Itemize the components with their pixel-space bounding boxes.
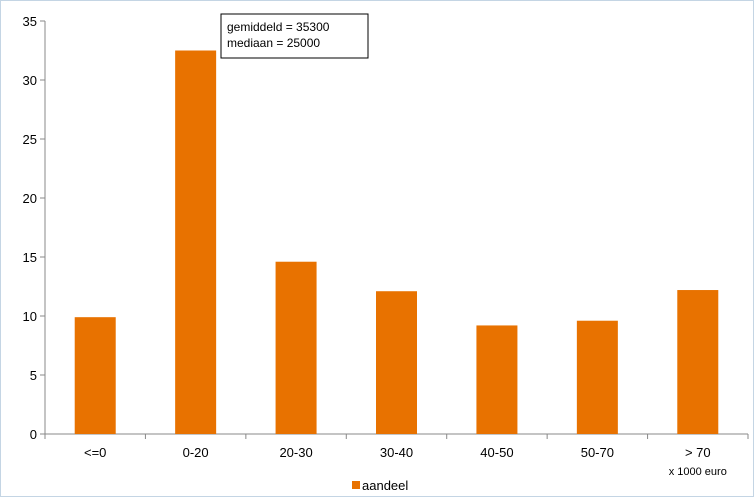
plot-area: 0 5 10 15 20 25 30 35 <=0 0-20 20-30 30-40 40-50 50-7… bbox=[23, 13, 749, 493]
y-tick-label: 5 bbox=[30, 368, 37, 383]
x-tick-label: 30-40 bbox=[380, 445, 413, 460]
bar bbox=[376, 291, 417, 434]
bar bbox=[476, 325, 518, 434]
y-tick-label: 20 bbox=[23, 191, 37, 206]
y-tick-label: 15 bbox=[23, 250, 37, 265]
y-tick-label: 0 bbox=[30, 427, 37, 442]
bar bbox=[576, 320, 618, 434]
x-unit-label: x 1000 euro bbox=[669, 466, 727, 478]
y-tick-label: 30 bbox=[23, 73, 37, 88]
bar bbox=[677, 290, 719, 434]
bar bbox=[275, 261, 317, 434]
x-tick-label: 0-20 bbox=[183, 445, 209, 460]
legend-label: aandeel bbox=[362, 478, 408, 493]
bar bbox=[74, 317, 116, 434]
y-tick-label: 35 bbox=[23, 14, 37, 29]
annotation-text: mediaan = 25000 bbox=[227, 36, 320, 50]
x-tick-label: 20-30 bbox=[279, 445, 312, 460]
annotation-box bbox=[220, 13, 369, 59]
x-tick-label: 50-70 bbox=[581, 445, 614, 460]
bar bbox=[175, 50, 217, 434]
y-tick-label: 25 bbox=[23, 132, 37, 147]
y-tick-label: 10 bbox=[23, 309, 37, 324]
annotation-text: gemiddeld = 35300 bbox=[227, 20, 330, 34]
x-tick-label: <=0 bbox=[84, 445, 106, 460]
x-tick-label: 40-50 bbox=[480, 445, 513, 460]
x-tick-label: > 70 bbox=[685, 445, 711, 460]
legend-swatch bbox=[352, 481, 360, 489]
